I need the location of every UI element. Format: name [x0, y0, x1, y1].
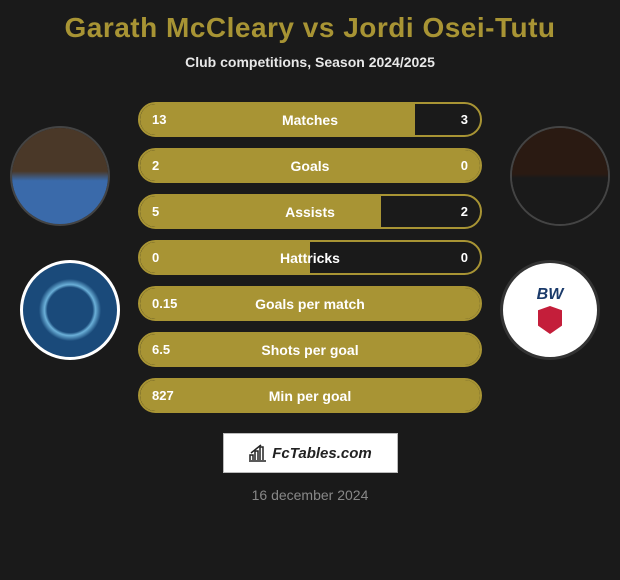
player-face-right — [512, 128, 608, 224]
player-photo-right — [510, 126, 610, 226]
stat-label: Goals per match — [140, 296, 480, 312]
stat-label: Hattricks — [140, 250, 480, 266]
chart-icon — [248, 443, 268, 463]
brand-box: FcTables.com — [223, 433, 398, 473]
club-badge-left — [30, 270, 110, 350]
stat-row: 827 Min per goal — [138, 378, 482, 413]
stat-right-value: 3 — [461, 112, 468, 127]
stat-row: 13 Matches 3 — [138, 102, 482, 137]
page-title: Garath McCleary vs Jordi Osei-Tutu — [64, 12, 555, 44]
stat-right-value: 2 — [461, 204, 468, 219]
stat-label: Min per goal — [140, 388, 480, 404]
stat-label: Shots per goal — [140, 342, 480, 358]
club-logo-left — [20, 260, 120, 360]
brand-text: FcTables.com — [272, 445, 371, 462]
club-right-shield-icon — [538, 306, 562, 334]
player-photo-left — [10, 126, 110, 226]
stat-right-value: 0 — [461, 250, 468, 265]
subtitle: Club competitions, Season 2024/2025 — [185, 54, 435, 70]
club-right-text: BW — [537, 286, 564, 304]
stat-row: 5 Assists 2 — [138, 194, 482, 229]
stat-label: Matches — [140, 112, 480, 128]
stat-label: Goals — [140, 158, 480, 174]
player-face-left — [12, 128, 108, 224]
stat-label: Assists — [140, 204, 480, 220]
stat-row: 6.5 Shots per goal — [138, 332, 482, 367]
stat-row: 0.15 Goals per match — [138, 286, 482, 321]
club-badge-right: BW — [515, 275, 585, 345]
date-text: 16 december 2024 — [252, 487, 369, 503]
stat-row: 2 Goals 0 — [138, 148, 482, 183]
stats-container: 13 Matches 3 2 Goals 0 5 Assists 2 0 Hat… — [138, 102, 482, 413]
club-logo-right: BW — [500, 260, 600, 360]
stat-right-value: 0 — [461, 158, 468, 173]
stat-row: 0 Hattricks 0 — [138, 240, 482, 275]
